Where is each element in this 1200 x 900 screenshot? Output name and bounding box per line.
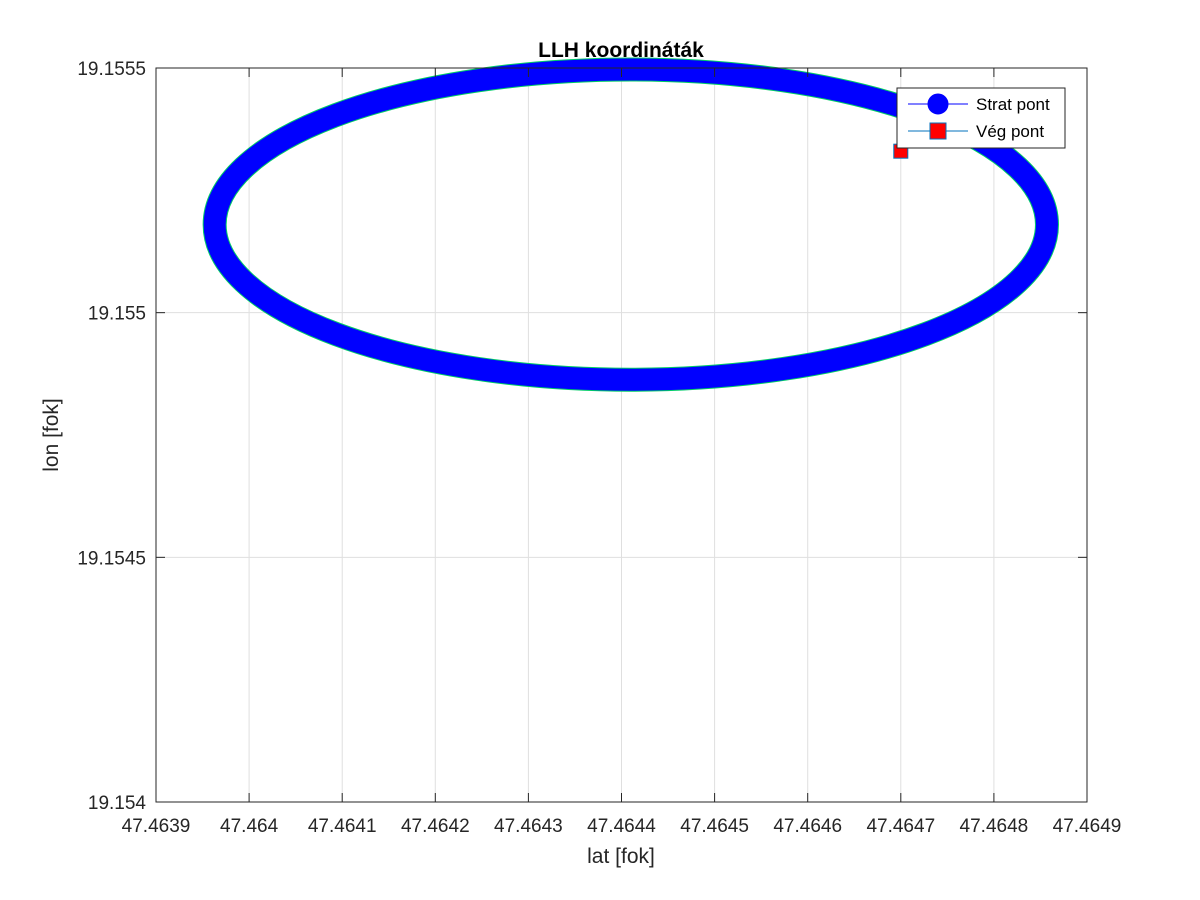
y-tick-label: 19.1555	[77, 59, 146, 80]
legend: Strat pont Vég pont	[896, 87, 1066, 149]
y-tick-labels: 19.154 19.1545 19.155 19.1555	[77, 59, 146, 814]
legend-box	[896, 87, 1066, 149]
legend-marker-start	[927, 93, 949, 115]
axis-ticks	[155, 67, 1088, 803]
x-tick-label: 47.4647	[866, 816, 935, 837]
legend-marker-end	[929, 122, 947, 140]
x-tick-label: 47.4645	[680, 816, 749, 837]
x-tick-label: 47.4649	[1053, 816, 1122, 837]
x-tick-label: 47.4646	[773, 816, 842, 837]
x-tick-label: 47.4639	[122, 816, 191, 837]
x-tick-label: 47.4641	[308, 816, 377, 837]
x-tick-label: 47.4643	[494, 816, 563, 837]
legend-label-start: Strat pont	[976, 95, 1050, 114]
x-tick-label: 47.464	[220, 816, 279, 837]
legend-label-end: Vég pont	[976, 122, 1044, 141]
x-axis-label: lat [fok]	[587, 845, 655, 868]
chart-title: LLH koordináták	[538, 39, 704, 62]
y-axis-label: lon [fok]	[40, 398, 63, 472]
x-tick-label: 47.4644	[587, 816, 656, 837]
y-tick-label: 19.154	[88, 793, 147, 814]
start-series-track	[203, 58, 1058, 391]
x-tick-label: 47.4648	[960, 816, 1029, 837]
y-tick-label: 19.155	[88, 304, 146, 325]
x-tick-labels: 47.4639 47.464 47.4641 47.4642 47.4643 47.464…	[122, 816, 1122, 837]
x-tick-label: 47.4642	[401, 816, 470, 837]
y-tick-label: 19.1545	[77, 548, 146, 569]
